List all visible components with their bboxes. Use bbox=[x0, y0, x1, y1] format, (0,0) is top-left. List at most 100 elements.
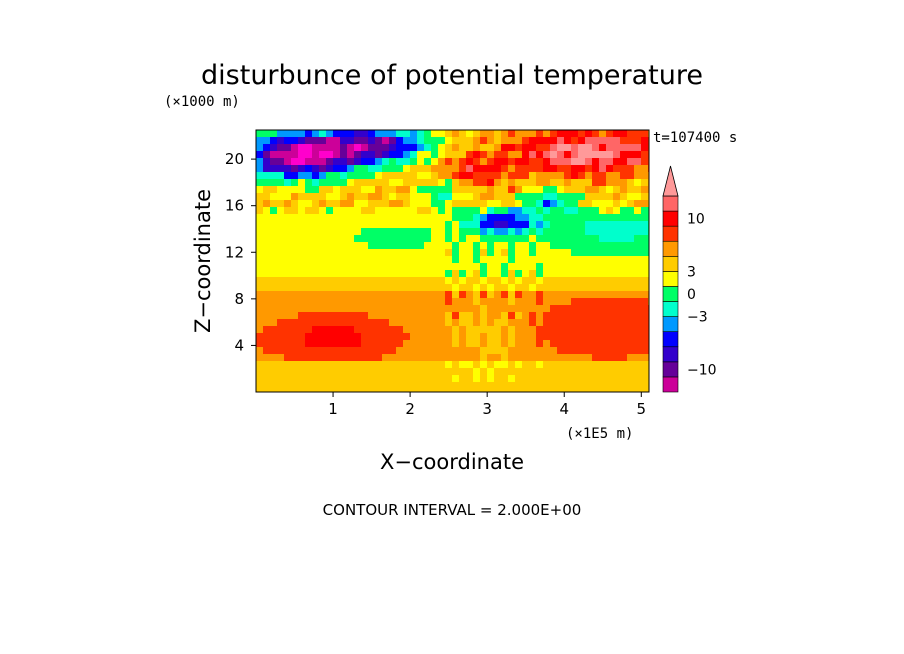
field-cell bbox=[270, 193, 278, 201]
field-cell bbox=[277, 235, 285, 243]
field-cell bbox=[452, 347, 460, 355]
field-cell bbox=[529, 151, 537, 159]
field-cell bbox=[627, 298, 635, 306]
field-cell bbox=[473, 144, 481, 152]
field-cell bbox=[550, 340, 558, 348]
field-cell bbox=[585, 389, 593, 392]
field-cell bbox=[256, 284, 264, 292]
field-cell bbox=[578, 249, 586, 257]
field-cell bbox=[522, 249, 530, 257]
field-cell bbox=[431, 270, 439, 278]
field-cell bbox=[270, 389, 278, 392]
field-cell bbox=[473, 270, 481, 278]
field-cell bbox=[529, 389, 537, 392]
field-cell bbox=[613, 249, 621, 257]
field-cell bbox=[382, 319, 390, 327]
field-cell bbox=[508, 228, 516, 236]
field-cell bbox=[291, 235, 299, 243]
field-cell bbox=[389, 214, 397, 222]
field-cell bbox=[592, 291, 600, 299]
field-cell bbox=[333, 354, 341, 362]
field-cell bbox=[347, 354, 355, 362]
field-cell bbox=[382, 249, 390, 257]
field-cell bbox=[599, 179, 607, 187]
field-cell bbox=[543, 340, 551, 348]
field-cell bbox=[270, 333, 278, 341]
field-cell bbox=[501, 368, 509, 376]
x-axis-label: X−coordinate bbox=[380, 450, 524, 474]
field-cell bbox=[375, 284, 383, 292]
field-cell bbox=[305, 340, 313, 348]
field-cell bbox=[536, 305, 544, 313]
field-cell bbox=[424, 368, 432, 376]
field-cell bbox=[508, 270, 516, 278]
field-cell bbox=[445, 326, 453, 334]
field-cell bbox=[473, 179, 481, 187]
field-cell bbox=[438, 256, 446, 264]
field-cell bbox=[606, 172, 614, 180]
field-cell bbox=[291, 347, 299, 355]
field-cell bbox=[522, 130, 530, 138]
field-cell bbox=[571, 214, 579, 222]
field-cell bbox=[564, 340, 572, 348]
field-cell bbox=[354, 354, 362, 362]
field-cell bbox=[585, 165, 593, 173]
field-cell bbox=[368, 326, 376, 334]
field-cell bbox=[277, 179, 285, 187]
field-cell bbox=[389, 186, 397, 194]
field-cell bbox=[452, 368, 460, 376]
field-cell bbox=[347, 333, 355, 341]
field-cell bbox=[599, 193, 607, 201]
field-cell bbox=[487, 284, 495, 292]
field-cell bbox=[396, 256, 404, 264]
field-cell bbox=[543, 354, 551, 362]
field-cell bbox=[557, 186, 565, 194]
field-cell bbox=[263, 354, 271, 362]
field-cell bbox=[529, 228, 537, 236]
field-cell bbox=[438, 200, 446, 208]
field-cell bbox=[564, 137, 572, 145]
field-cell bbox=[326, 242, 334, 250]
field-cell bbox=[480, 354, 488, 362]
field-cell bbox=[375, 375, 383, 383]
field-cell bbox=[634, 214, 642, 222]
field-cell bbox=[284, 130, 292, 138]
field-cell bbox=[424, 312, 432, 320]
field-cell bbox=[368, 186, 376, 194]
field-cell bbox=[382, 193, 390, 201]
field-cell bbox=[585, 361, 593, 369]
field-cell bbox=[613, 179, 621, 187]
field-cell bbox=[494, 319, 502, 327]
field-cell bbox=[508, 284, 516, 292]
field-cell bbox=[417, 200, 425, 208]
field-cell bbox=[613, 200, 621, 208]
field-cell bbox=[634, 298, 642, 306]
field-cell bbox=[270, 263, 278, 271]
field-cell bbox=[606, 214, 614, 222]
field-cell bbox=[536, 221, 544, 229]
field-cell bbox=[389, 326, 397, 334]
field-cell bbox=[277, 221, 285, 229]
field-cell bbox=[375, 354, 383, 362]
field-cell bbox=[634, 305, 642, 313]
field-cell bbox=[480, 165, 488, 173]
field-cell bbox=[270, 158, 278, 166]
field-cell bbox=[634, 354, 642, 362]
field-cell bbox=[368, 207, 376, 215]
field-cell bbox=[613, 207, 621, 215]
field-cell bbox=[473, 242, 481, 250]
field-cell bbox=[501, 270, 509, 278]
field-cell bbox=[410, 319, 418, 327]
field-cell bbox=[326, 277, 334, 285]
field-cell bbox=[368, 284, 376, 292]
field-cell bbox=[522, 333, 530, 341]
field-cell bbox=[459, 228, 467, 236]
field-cell bbox=[347, 277, 355, 285]
field-cell bbox=[634, 242, 642, 250]
field-cell bbox=[298, 298, 306, 306]
field-cell bbox=[508, 305, 516, 313]
field-cell bbox=[641, 165, 649, 173]
field-cell bbox=[620, 221, 628, 229]
field-cell bbox=[494, 179, 502, 187]
field-cell bbox=[543, 200, 551, 208]
